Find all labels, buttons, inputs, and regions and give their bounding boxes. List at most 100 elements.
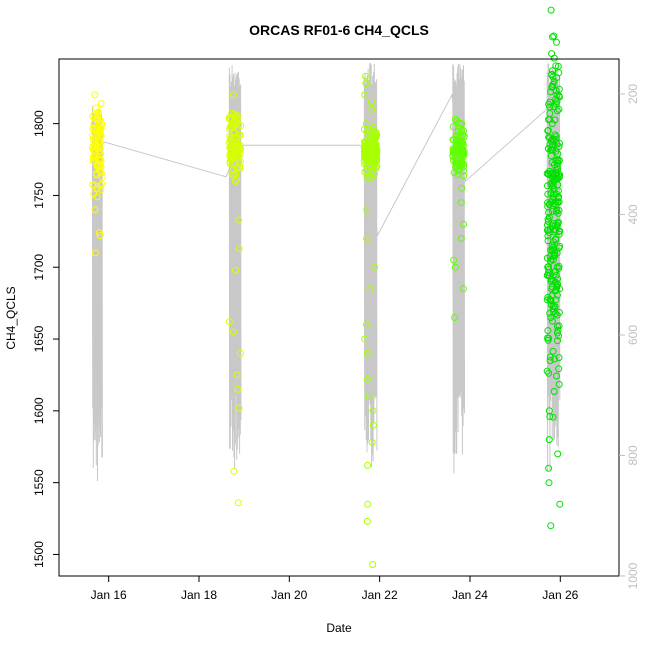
point-rf05 [556, 171, 564, 179]
point-rf05 [553, 38, 560, 46]
y-tick-label: 1500 [32, 541, 46, 568]
transit-trace [96, 93, 554, 238]
chart-title: ORCAS RF01-6 CH4_QCLS [249, 22, 429, 38]
point-rf02 [229, 328, 237, 336]
point-rf05 [555, 380, 563, 388]
point-rf01 [94, 115, 102, 123]
point-rf02 [237, 349, 244, 357]
point-rf03 [371, 263, 379, 271]
point-rf01 [91, 157, 98, 165]
point-rf05 [551, 310, 559, 318]
point-rf03 [368, 105, 376, 113]
point-rf05 [550, 250, 558, 258]
data-points [88, 6, 564, 568]
point-rf03 [369, 170, 377, 178]
point-rf05 [548, 222, 556, 230]
point-rf04 [457, 199, 465, 207]
point-rf01 [91, 91, 99, 99]
point-rf05 [555, 143, 563, 151]
point-rf04 [449, 123, 457, 131]
point-rf04 [457, 120, 465, 128]
point-rf02 [234, 499, 242, 507]
point-rf05 [547, 6, 555, 14]
point-rf01 [96, 129, 104, 137]
point-rf03 [362, 79, 370, 87]
point-rf03 [361, 150, 369, 158]
point-rf05 [545, 369, 553, 377]
altitude-trace-rf03 [363, 62, 378, 468]
point-rf02 [233, 141, 241, 149]
point-rf03 [369, 137, 377, 145]
point-rf05 [545, 436, 553, 444]
point-rf05 [553, 206, 561, 214]
point-rf03 [368, 438, 376, 446]
point-rf05 [549, 347, 557, 355]
right-tick-label: 800 [626, 445, 640, 465]
point-rf02 [232, 266, 240, 274]
point-rf04 [459, 147, 466, 155]
point-rf02 [225, 115, 233, 123]
point-rf02 [232, 112, 240, 120]
point-rf05 [553, 372, 560, 380]
x-tick-label: Jan 22 [362, 588, 398, 602]
point-rf01 [98, 120, 106, 128]
point-rf05 [549, 33, 556, 41]
point-rf05 [550, 355, 558, 363]
point-rf04 [457, 235, 465, 242]
point-rf05 [552, 62, 560, 70]
point-rf02 [228, 171, 236, 178]
altitude-trace-rf04 [452, 63, 465, 474]
point-rf03 [368, 127, 376, 135]
point-rf05 [546, 98, 554, 106]
y-tick-label: 1650 [32, 325, 46, 352]
point-rf03 [366, 162, 374, 170]
point-rf05 [555, 365, 563, 373]
point-rf05 [545, 133, 553, 141]
y-tick-label: 1600 [32, 397, 46, 424]
right-tick-label: 400 [626, 204, 640, 224]
transit-path-line [96, 93, 554, 238]
point-rf05 [550, 308, 558, 316]
point-rf03 [363, 235, 371, 242]
point-rf05 [552, 171, 560, 179]
point-rf04 [460, 220, 468, 228]
point-rf05 [555, 230, 563, 238]
point-rf01 [95, 108, 102, 116]
point-rf05 [552, 235, 559, 243]
point-rf05 [555, 264, 563, 272]
point-rf03 [363, 349, 371, 357]
point-rf04 [452, 161, 460, 169]
point-rf05 [549, 413, 557, 421]
point-rf02 [233, 371, 241, 379]
point-rf04 [450, 147, 458, 155]
point-rf05 [554, 187, 562, 195]
point-rf03 [367, 98, 375, 106]
y-tick-label: 1800 [32, 110, 46, 137]
point-rf05 [548, 82, 556, 90]
point-rf04 [455, 141, 462, 148]
point-rf05 [543, 296, 551, 304]
point-rf02 [236, 163, 244, 171]
point-rf04 [458, 184, 466, 192]
point-rf05 [548, 145, 556, 153]
point-rf05 [545, 265, 553, 273]
point-rf01 [92, 131, 100, 139]
point-rf05 [553, 91, 561, 99]
point-rf02 [227, 149, 235, 157]
point-rf05 [551, 287, 559, 295]
point-rf02 [225, 318, 233, 326]
point-rf03 [369, 150, 377, 157]
point-rf05 [545, 229, 553, 237]
point-rf05 [548, 120, 556, 128]
point-rf05 [552, 296, 560, 304]
point-rf05 [548, 301, 555, 309]
point-rf05 [554, 322, 561, 330]
y-tick-label: 1700 [32, 254, 46, 281]
point-rf05 [554, 218, 562, 226]
point-rf05 [545, 464, 553, 472]
point-rf01 [96, 232, 104, 240]
right-axis: 200 400 600 800 1000 [619, 84, 640, 589]
x-axis-label: Date [326, 621, 352, 635]
point-rf05 [545, 200, 553, 208]
